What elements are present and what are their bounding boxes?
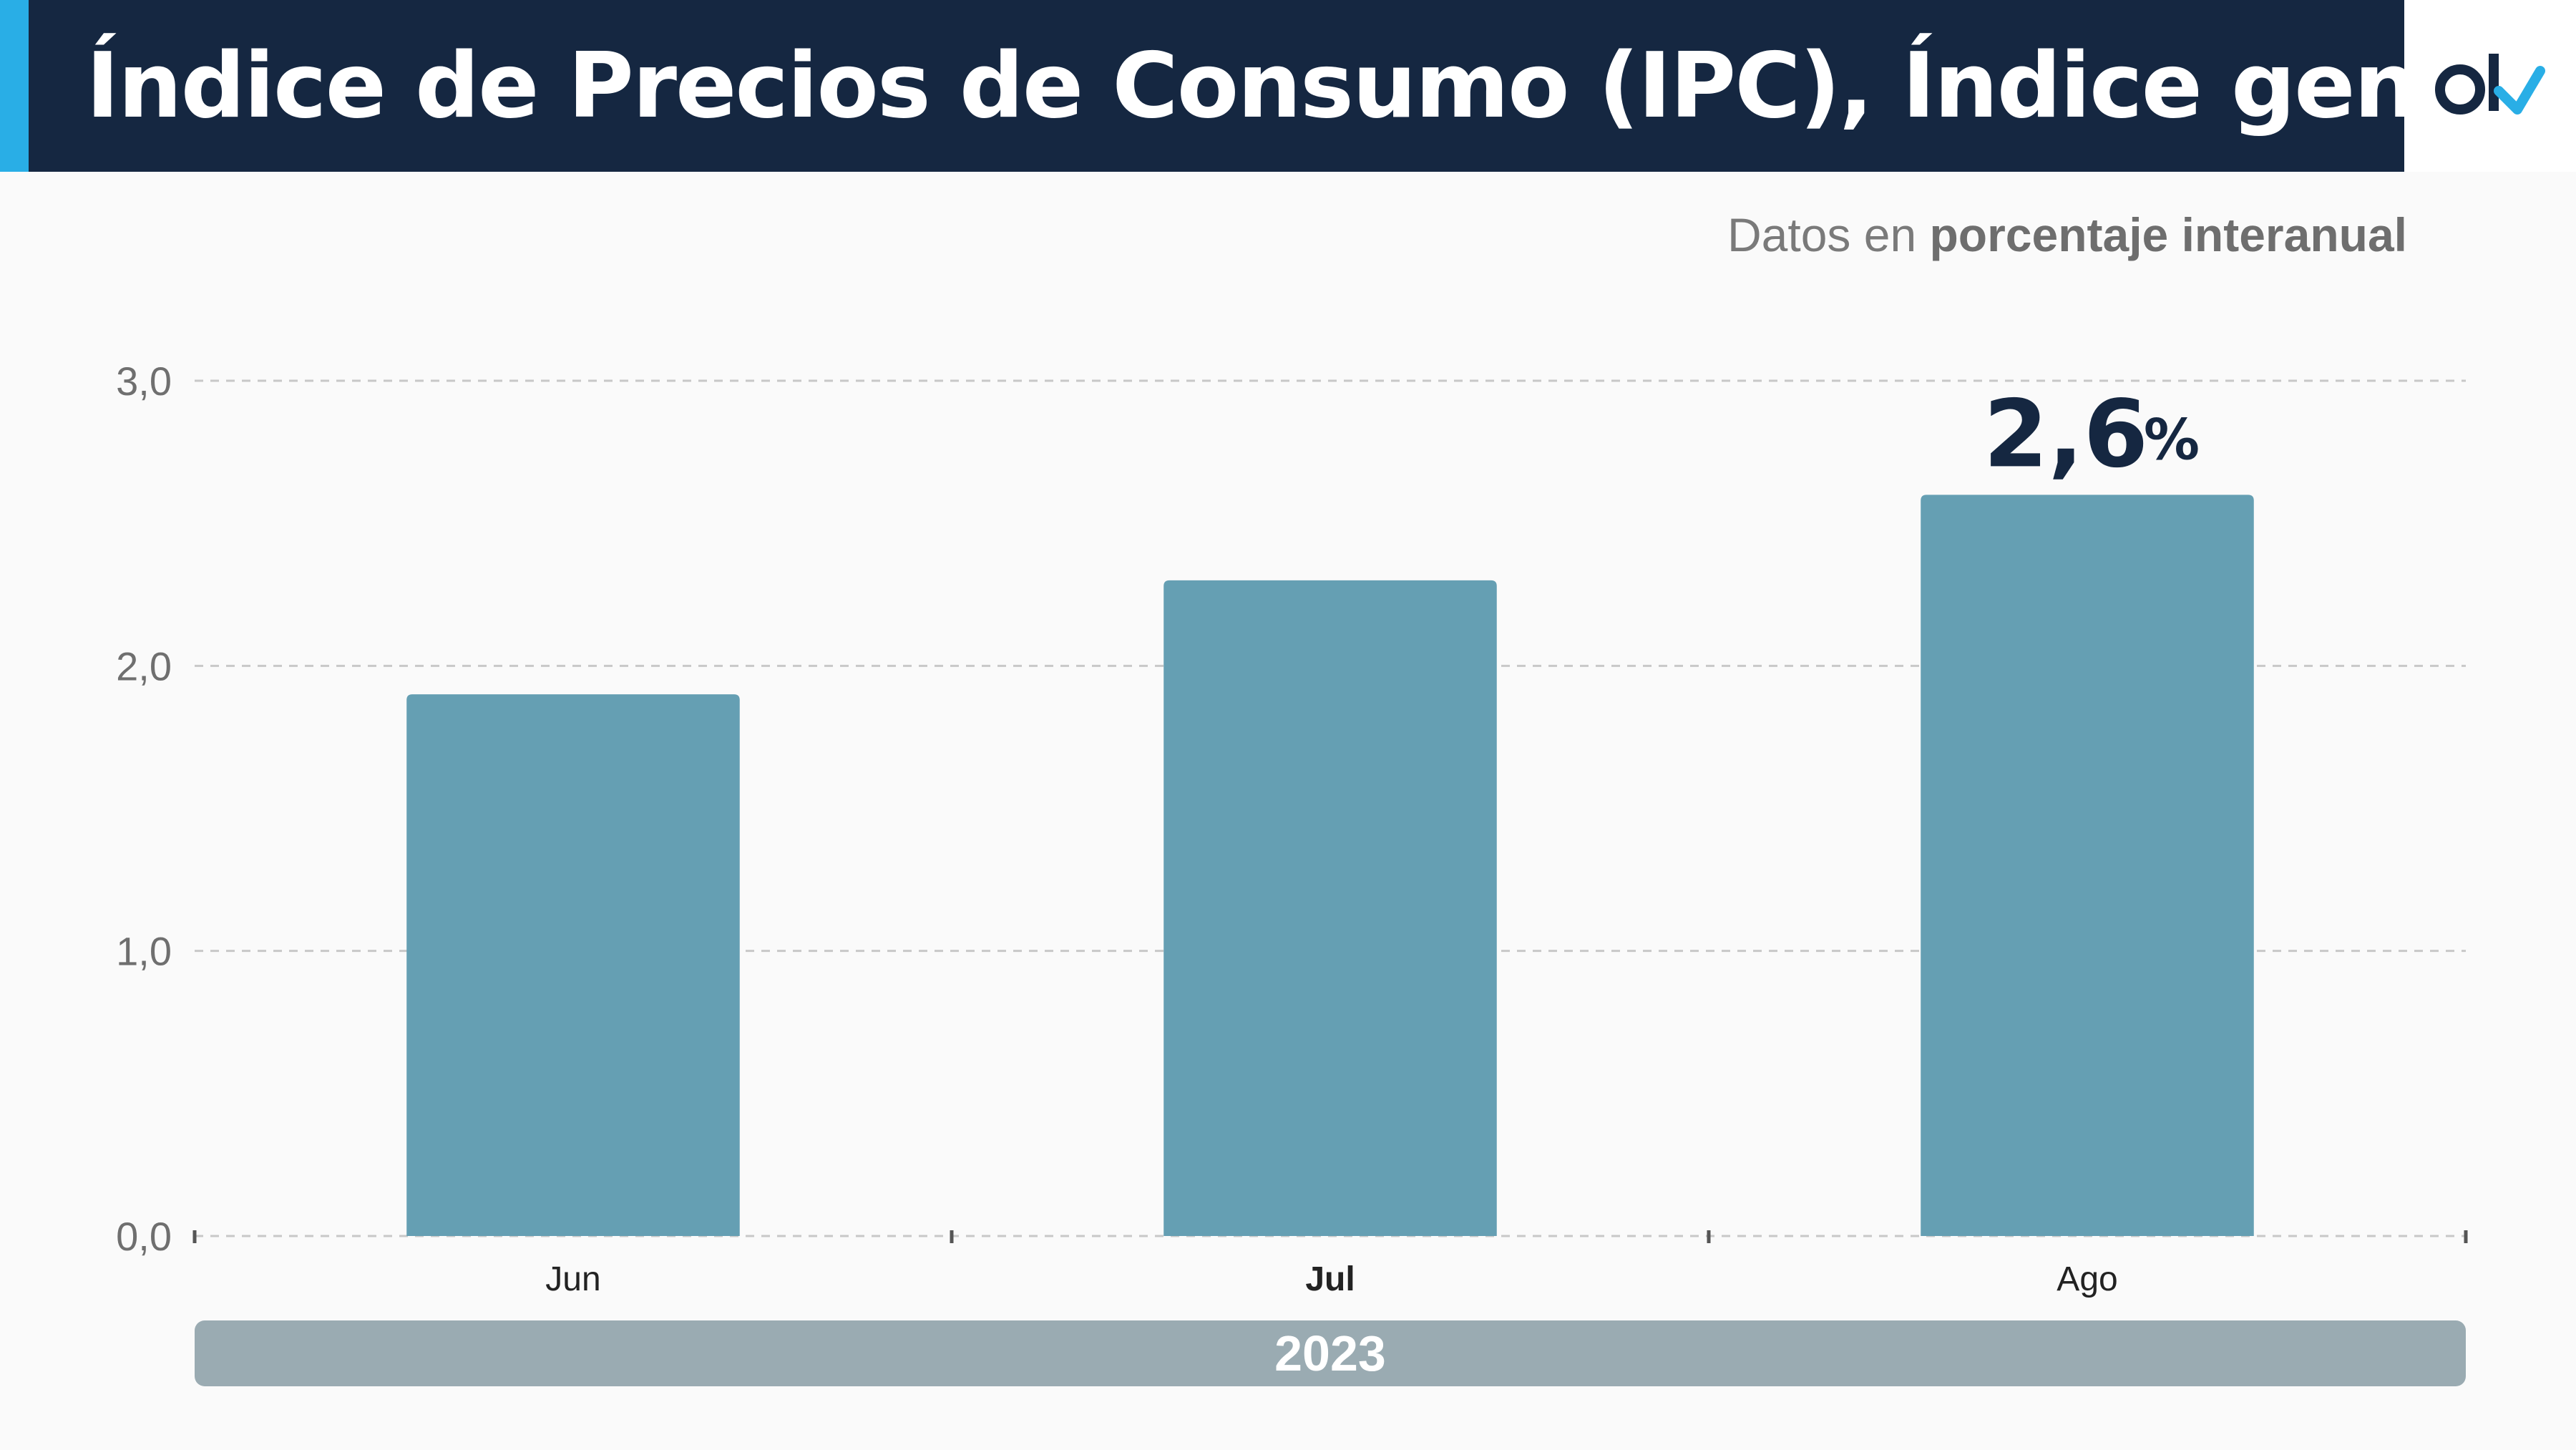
y-tick-label: 3,0 [116,359,172,404]
y-tick-label: 2,0 [116,643,172,688]
chart-subtitle: Datos en porcentaje interanual [1727,208,2407,262]
y-tick-label: 0,0 [116,1214,172,1259]
bar-jul [1163,580,1497,1236]
chart-labels: 0,0 1,0 2,0 3,0 Jun Jul Ago 2,6% [116,359,2200,1298]
chart-bars [406,495,2254,1237]
bar-ago [1921,495,2254,1237]
bar-jun [406,694,740,1236]
x-category-label: Jul [1305,1260,1355,1298]
ok-logo-icon [2435,54,2545,115]
ok-logo [2404,0,2576,172]
x-category-label: Jun [545,1260,600,1298]
highlight-unit-label: % [2144,408,2200,472]
highlight-value-label: 2,6 [1984,379,2148,488]
page-title: Índice de Precios de Consumo (IPC), Índi… [86,33,2576,138]
y-tick-label: 1,0 [116,929,172,974]
year-group-label: 2023 [195,1320,2466,1386]
subtitle-bold: porcentaje interanual [1929,208,2407,261]
subtitle-prefix: Datos en [1727,208,1930,261]
x-category-label: Ago [2057,1260,2117,1298]
header-accent-stripe [0,0,29,172]
header-bar: Índice de Precios de Consumo (IPC), Índi… [0,0,2576,172]
